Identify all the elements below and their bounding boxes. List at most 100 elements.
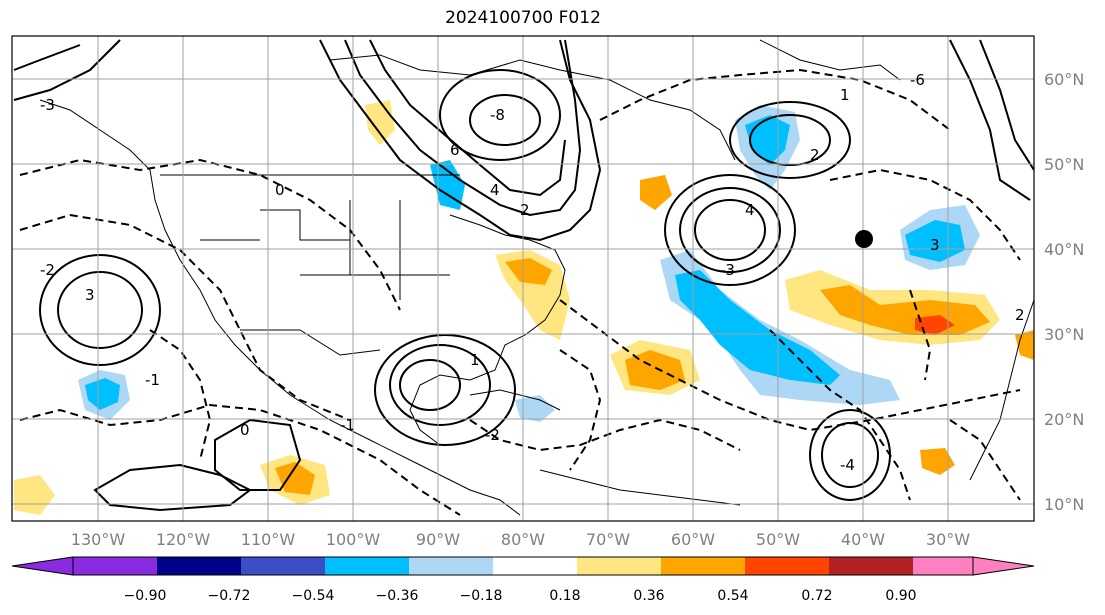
dashed-contour-12 [949,419,1021,501]
blue-fill-caribbean [515,395,555,422]
state-lines [200,200,450,300]
orange-fill-east-edge [1015,330,1034,360]
contour-label: 1 [470,351,480,369]
colorbar-swatch [913,557,973,575]
contour-label: 1 [840,86,850,104]
lon-label: 100°W [326,530,381,549]
solid-contour-high-north-atlantic-2 [749,114,831,166]
colorbar-swatch [829,557,913,575]
solid-contour-gulf-low [374,334,516,446]
colorbar-swatch [325,557,409,575]
colorbar-swatch [409,557,493,575]
colorbar-swatch [241,557,325,575]
solid-contour-trough-1 [319,39,602,242]
solid-contour-low-hudson [439,69,561,161]
colorbar-swatch [577,557,661,575]
solid-contour-trough-3 [369,39,566,197]
contour-label: -1 [145,371,160,389]
coastlines [39,39,1034,516]
colorbar-border [72,556,974,576]
colorbar-tick-labels: −0.90 −0.72 −0.54 −0.36 −0.18 0.18 0.36 … [124,588,917,604]
colorbar-swatch [745,557,829,575]
colorbar-tick: −0.54 [292,588,335,604]
blue-fill-atlantic-band [660,250,900,405]
solid-contour-gulf-low-3 [399,359,461,411]
map-layers: -8 6 4 2 0 -2 -3 -4 3 1 -1 1 3 -3 2 0 -2… [12,36,1034,521]
dashed-contour-10 [909,289,932,381]
colorbar-tick: 0.90 [885,588,916,604]
lon-label: 90°W [416,530,460,549]
contour-label: -6 [910,71,925,89]
solid-contour-low-hudson-inner [469,94,541,146]
graticule [12,36,1034,521]
dashed-contour-4 [559,299,1021,432]
contour-label: 2 [1015,306,1025,324]
colorbar-tick: 0.18 [549,588,580,604]
lon-label: 60°W [671,530,715,549]
contour-label: 4 [745,201,755,219]
contour-label: -3 [720,261,735,279]
lat-label: 30°N [1044,325,1084,344]
colorbar-tick: 0.36 [633,588,664,604]
contour-label-group: -8 6 4 2 0 -2 -3 -4 3 1 -1 1 3 -3 2 0 -2… [40,71,1025,474]
longitude-labels: 130°W 120°W 110°W 100°W 90°W 80°W 70°W 6… [71,530,970,549]
lon-label: 40°W [841,530,885,549]
colorbar-tick: 0.54 [717,588,748,604]
lon-label: 70°W [586,530,630,549]
dashed-contour-5 [599,68,951,131]
dashed-contour-11 [559,349,602,471]
colorbar-tick: −0.90 [124,588,167,604]
contour-label: 2 [520,201,530,219]
colorbar-tick: −0.18 [460,588,503,604]
solid-contour-gulf-low-2 [389,344,491,426]
solid-contour-east-edge [949,39,1034,201]
contour-label: 6 [450,141,460,159]
colorbar-max-extend [972,556,1035,576]
lon-label: 130°W [71,530,126,549]
contour-label: -2 [40,261,55,279]
solid-contour-high-north-atlantic [729,101,851,179]
north-america-east-coast [409,214,566,446]
location-marker [855,230,873,248]
orange-fill-eastern-pacific-core [275,462,315,495]
lat-label: 40°N [1044,240,1084,259]
solid-contour-mexico [214,418,302,491]
map-border [11,35,1035,522]
colorbar-swatch [493,557,577,575]
latitude-labels: 60°N 50°N 40°N 30°N 20°N 10°N [1044,70,1084,514]
blue-fill-pacific-core [85,378,120,410]
solid-contour-west-edge [13,39,121,101]
orange-fill-west-africa [920,448,955,475]
contour-label: 3 [85,286,95,304]
contour-label: -1 [340,416,355,434]
contour-label: -4 [840,456,855,474]
blue-fill-atlantic-core [675,270,840,385]
canada-north-coast [329,54,736,161]
orange-fill-east-coast-core [505,258,552,285]
colorbar-swatch [73,557,157,575]
us-mexico-border [240,329,381,356]
colorbar-min-extend [11,556,74,576]
solid-contour-pacific-high [39,254,161,366]
contour-label: -3 [40,96,55,114]
colorbar-tick: 0.72 [801,588,832,604]
colorbar-swatch [157,557,241,575]
contour-label: -2 [485,426,500,444]
map-title: 2024100700 F012 [445,8,601,28]
dashed-contour-9 [149,329,212,461]
lon-label: 50°W [756,530,800,549]
dashed-contour-2 [19,213,351,421]
contour-label: 4 [490,181,500,199]
solid-contour-trough-2 [344,39,582,217]
orange-fill-central-atlantic-core [625,350,685,390]
contour-label: 0 [275,181,285,199]
colorbar-swatch [661,557,745,575]
south-america-north-coast [539,469,741,506]
colorbar: −0.90 −0.72 −0.54 −0.36 −0.18 0.18 0.36 … [11,556,1035,604]
lat-label: 50°N [1044,155,1084,174]
lon-label: 80°W [501,530,545,549]
contour-label: 0 [240,421,250,439]
dashed-contour-6 [829,168,1021,261]
lat-label: 10°N [1044,495,1084,514]
contour-label: 2 [810,146,820,164]
